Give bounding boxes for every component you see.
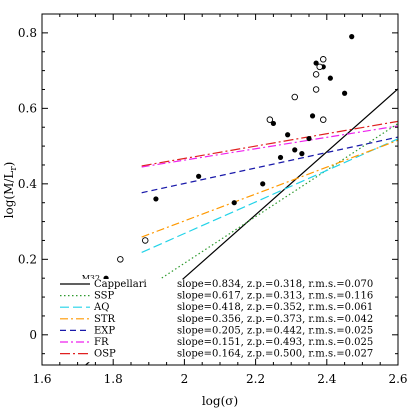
point-filled	[342, 90, 348, 96]
point-open	[291, 93, 299, 101]
point-filled	[309, 113, 316, 119]
legend-name-fr: FR	[94, 337, 109, 348]
ticks: 1.6 1.8 2 2.2 2.4 2.6 0 0.2 0.4 0.6 0.8	[18, 14, 408, 386]
y-tick-label: 0	[29, 328, 37, 342]
legend-stats-str: slope=0.356, z.p.=0.373, r.m.s.=0.042	[177, 314, 373, 325]
y-tick-label: 0.4	[18, 177, 37, 191]
series-line-fr	[141, 125, 398, 168]
point-filled	[327, 75, 333, 81]
point-filled	[196, 173, 202, 179]
x-tick-label: 2.4	[317, 372, 336, 386]
point-open	[316, 63, 323, 71]
x-tick-label: 2	[181, 372, 189, 386]
y-tick-label: 0.8	[18, 26, 37, 40]
y-axis-title: log(M/Lr)	[2, 162, 19, 219]
point-open	[319, 116, 327, 123]
x-tick-label: 2.2	[246, 372, 265, 386]
point-filled	[270, 120, 276, 127]
series-line-str	[141, 139, 398, 238]
point-filled	[277, 154, 284, 161]
y-axis-title-sub: r	[9, 166, 19, 171]
point-filled	[292, 147, 298, 153]
point-filled	[313, 60, 319, 66]
series-line-exp	[141, 136, 398, 194]
point-open	[117, 256, 124, 263]
x-tick-label: 2.6	[388, 372, 407, 386]
legend-name-str: STR	[94, 314, 116, 325]
y-tick-label: 0.6	[18, 101, 37, 115]
y-tick-label: 0.2	[18, 252, 37, 266]
legend-name-ssp: SSP	[94, 291, 115, 302]
annotations: M32	[82, 274, 100, 283]
legend-stats-aq: slope=0.418, z.p.=0.352, r.m.s.=0.061	[177, 302, 373, 313]
point-filled	[306, 135, 312, 142]
series-line-aq	[141, 138, 398, 253]
point-filled	[299, 151, 305, 157]
legend: Cappellari slope=0.834, z.p.=0.318, r.m.s…	[58, 279, 394, 363]
annotation-label: M32	[82, 274, 100, 283]
x-tick-label: 1.6	[32, 372, 51, 386]
point-filled	[285, 132, 291, 138]
y-axis-title-close: )	[2, 162, 16, 167]
legend-name-cappellari: Cappellari	[94, 279, 147, 290]
legend-box	[58, 279, 394, 363]
point-filled	[349, 34, 355, 40]
data-points	[103, 34, 355, 296]
point-filled	[260, 181, 266, 187]
legend-stats-cappellari: slope=0.834, z.p.=0.318, r.m.s.=0.070	[177, 279, 373, 290]
legend-stats-osp: slope=0.164, z.p.=0.500, r.m.s.=0.027	[177, 349, 373, 360]
point-open	[319, 56, 327, 63]
series-line-ssp	[141, 123, 398, 292]
point-filled	[153, 196, 159, 202]
x-tick-label: 1.8	[104, 372, 123, 386]
legend-name-exp: EXP	[94, 325, 115, 336]
legend-name-osp: OSP	[94, 349, 116, 360]
point-open	[312, 86, 320, 93]
legend-stats-fr: slope=0.151, z.p.=0.493, r.m.s.=0.025	[177, 337, 373, 348]
legend-name-aq: AQ	[93, 302, 109, 313]
point-open	[141, 237, 149, 244]
point-filled	[231, 200, 237, 206]
x-axis-title: log(σ)	[202, 394, 238, 408]
legend-stats-ssp: slope=0.617, z.p.=0.313, r.m.s.=0.116	[177, 291, 373, 302]
series-line-osp	[141, 120, 398, 167]
point-open	[312, 71, 320, 78]
y-axis-title-main: log(M/L	[2, 171, 16, 219]
legend-stats-exp: slope=0.205, z.p.=0.442, r.m.s.=0.025	[177, 325, 373, 336]
point-open	[266, 116, 274, 123]
